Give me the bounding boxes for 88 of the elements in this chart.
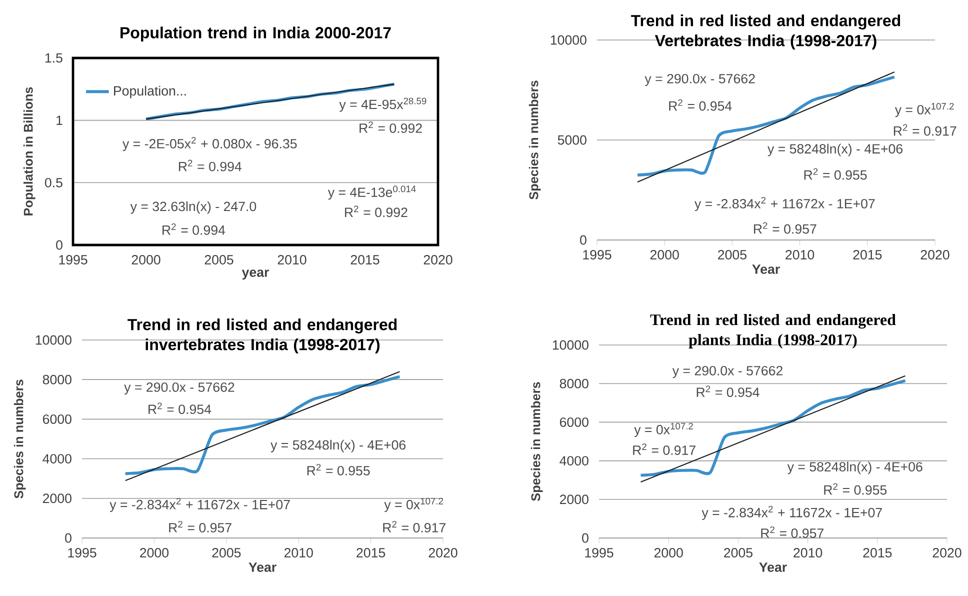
annotation: y = -2E-05x$^{2}$ + 0.080x - 96.35 bbox=[122, 136, 297, 152]
annotation: R$^{2}$ = 0.955 bbox=[307, 464, 370, 476]
annotation: R$^{2}$ = 0.955 bbox=[824, 483, 887, 495]
annotation: y = 290.0x - 57662 bbox=[644, 74, 755, 86]
y-tick-label: 8000 bbox=[560, 378, 588, 388]
x-tick-label: 2010 bbox=[786, 250, 814, 260]
annotation: y = 290.0x - 57662 bbox=[124, 382, 234, 395]
legend-label: Population... bbox=[114, 86, 186, 98]
annotation: y = 4E-13e$^{0.014}$ bbox=[328, 186, 416, 200]
y-tick-label: 2000 bbox=[560, 494, 588, 504]
annotation: y = 290.0x - 57662 bbox=[672, 366, 782, 378]
annotation: R$^{2}$ = 0.917 bbox=[894, 124, 956, 136]
x-tick-label: 2015 bbox=[863, 548, 892, 558]
x-tick-label: 2005 bbox=[204, 255, 234, 264]
annotation: R$^{2}$ = 0.955 bbox=[804, 168, 867, 180]
x-tick-label: 2020 bbox=[932, 548, 962, 558]
annotation: R$^{2}$ = 0.917 bbox=[633, 443, 696, 455]
y-tick-label: 10000 bbox=[36, 335, 72, 345]
y-tick-label: 1.5 bbox=[45, 53, 62, 63]
annotation: R$^{2}$ = 0.917 bbox=[383, 520, 446, 532]
x-tick-label: 2010 bbox=[284, 548, 313, 558]
annotation: R$^{2}$ = 0.992 bbox=[345, 206, 408, 218]
x-tick-label: 2020 bbox=[920, 250, 950, 260]
annotation: R$^{2}$ = 0.957 bbox=[754, 222, 816, 234]
annotation: R$^{2}$ = 0.954 bbox=[696, 386, 760, 398]
x-tick-label: 2015 bbox=[853, 250, 882, 260]
chart-title: Population trend in India 2000-2017 bbox=[120, 26, 391, 42]
y-axis-title: Species in numbers bbox=[528, 80, 541, 200]
x-axis-title: Year bbox=[759, 562, 787, 572]
chart-title: Trend in red listed and endangered invertebrates India (1998-2017) bbox=[128, 318, 397, 354]
annotation: y = -2.834x$^{2}$ + 11672x - 1E+07 bbox=[110, 498, 290, 512]
y-axis-title: Species in numbers bbox=[14, 380, 26, 498]
annotation: y = 58248ln(x) - 4E+06 bbox=[787, 462, 922, 474]
annotation: R$^{2}$ = 0.954 bbox=[669, 99, 732, 111]
y-tick-label: 8000 bbox=[42, 374, 72, 384]
annotation: R$^{2}$ = 0.957 bbox=[761, 526, 824, 538]
annotation: y = 0x$^{107.2}$ bbox=[894, 102, 954, 118]
y-tick-label: 0 bbox=[580, 235, 586, 245]
y-tick-label: 4000 bbox=[42, 454, 72, 464]
y-tick-label: 6000 bbox=[560, 417, 588, 427]
x-tick-label: 2000 bbox=[140, 548, 169, 558]
x-tick-label: 2000 bbox=[654, 548, 683, 558]
y-tick-label: 6000 bbox=[42, 414, 72, 424]
x-tick-label: 2000 bbox=[650, 250, 679, 260]
x-tick-label: 2005 bbox=[212, 548, 241, 558]
x-axis-title: Year bbox=[248, 562, 276, 572]
x-tick-label: 2015 bbox=[350, 255, 380, 264]
y-tick-label: 10000 bbox=[550, 35, 586, 45]
y-tick-label: 5000 bbox=[558, 135, 586, 145]
x-axis-title: Year bbox=[752, 264, 780, 274]
x-tick-label: 1995 bbox=[68, 548, 96, 558]
annotation: y = -2.834x$^{2}$ + 11672x - 1E+07 bbox=[702, 506, 882, 520]
chart-title: Trend in red listed and endangered plants India (1998-2017) bbox=[650, 314, 896, 348]
y-tick-label: 4000 bbox=[560, 456, 588, 466]
y-tick-label: 2000 bbox=[42, 494, 72, 504]
x-axis-title: year bbox=[242, 270, 270, 280]
annotation: y = 32.63ln(x) - 247.0 bbox=[130, 201, 256, 214]
x-tick-label: 2000 bbox=[132, 255, 160, 264]
x-tick-label: 2005 bbox=[718, 250, 746, 260]
x-tick-label: 2010 bbox=[794, 548, 822, 558]
y-tick-label: 10000 bbox=[552, 340, 588, 350]
x-tick-label: 1995 bbox=[59, 255, 88, 264]
chart-title: Trend in red listed and endangered Vertebrates India (1998-2017) bbox=[631, 14, 900, 50]
y-tick-label: 0 bbox=[582, 533, 588, 543]
x-tick-label: 2010 bbox=[278, 255, 306, 264]
x-tick-label: 2005 bbox=[724, 548, 752, 558]
annotation: y = 0x$^{107.2}$ bbox=[384, 498, 443, 512]
annotation: y = 58248ln(x) - 4E+06 bbox=[270, 440, 406, 452]
annotation: y = -2.834x$^{2}$ + 11672x - 1E+07 bbox=[694, 196, 875, 212]
y-tick-label: 0 bbox=[56, 240, 62, 250]
annotation: R$^{2}$ = 0.994 bbox=[178, 160, 242, 172]
y-axis-title: Population in Billions bbox=[23, 87, 36, 216]
annotation: R$^{2}$ = 0.957 bbox=[169, 520, 232, 532]
x-tick-label: 1995 bbox=[583, 250, 612, 260]
y-axis-title: Species in numbers bbox=[530, 382, 543, 501]
x-tick-label: 2020 bbox=[428, 548, 458, 558]
annotation: R$^{2}$ = 0.992 bbox=[360, 121, 422, 133]
x-tick-label: 1995 bbox=[585, 548, 614, 558]
y-tick-label: 0.5 bbox=[44, 178, 62, 188]
y-tick-label: 1 bbox=[56, 116, 62, 125]
y-tick-label: 0 bbox=[65, 533, 72, 543]
annotation: y = 58248ln(x) - 4E+06 bbox=[768, 144, 903, 156]
annotation: y = 4E-95x$^{28.59}$ bbox=[339, 98, 426, 112]
x-tick-label: 2020 bbox=[424, 255, 452, 264]
annotation: y = 0x$^{107.2}$ bbox=[634, 422, 693, 437]
x-tick-label: 2015 bbox=[356, 548, 386, 558]
annotation: R$^{2}$ = 0.994 bbox=[162, 223, 226, 235]
annotation: R$^{2}$ = 0.954 bbox=[148, 402, 212, 414]
